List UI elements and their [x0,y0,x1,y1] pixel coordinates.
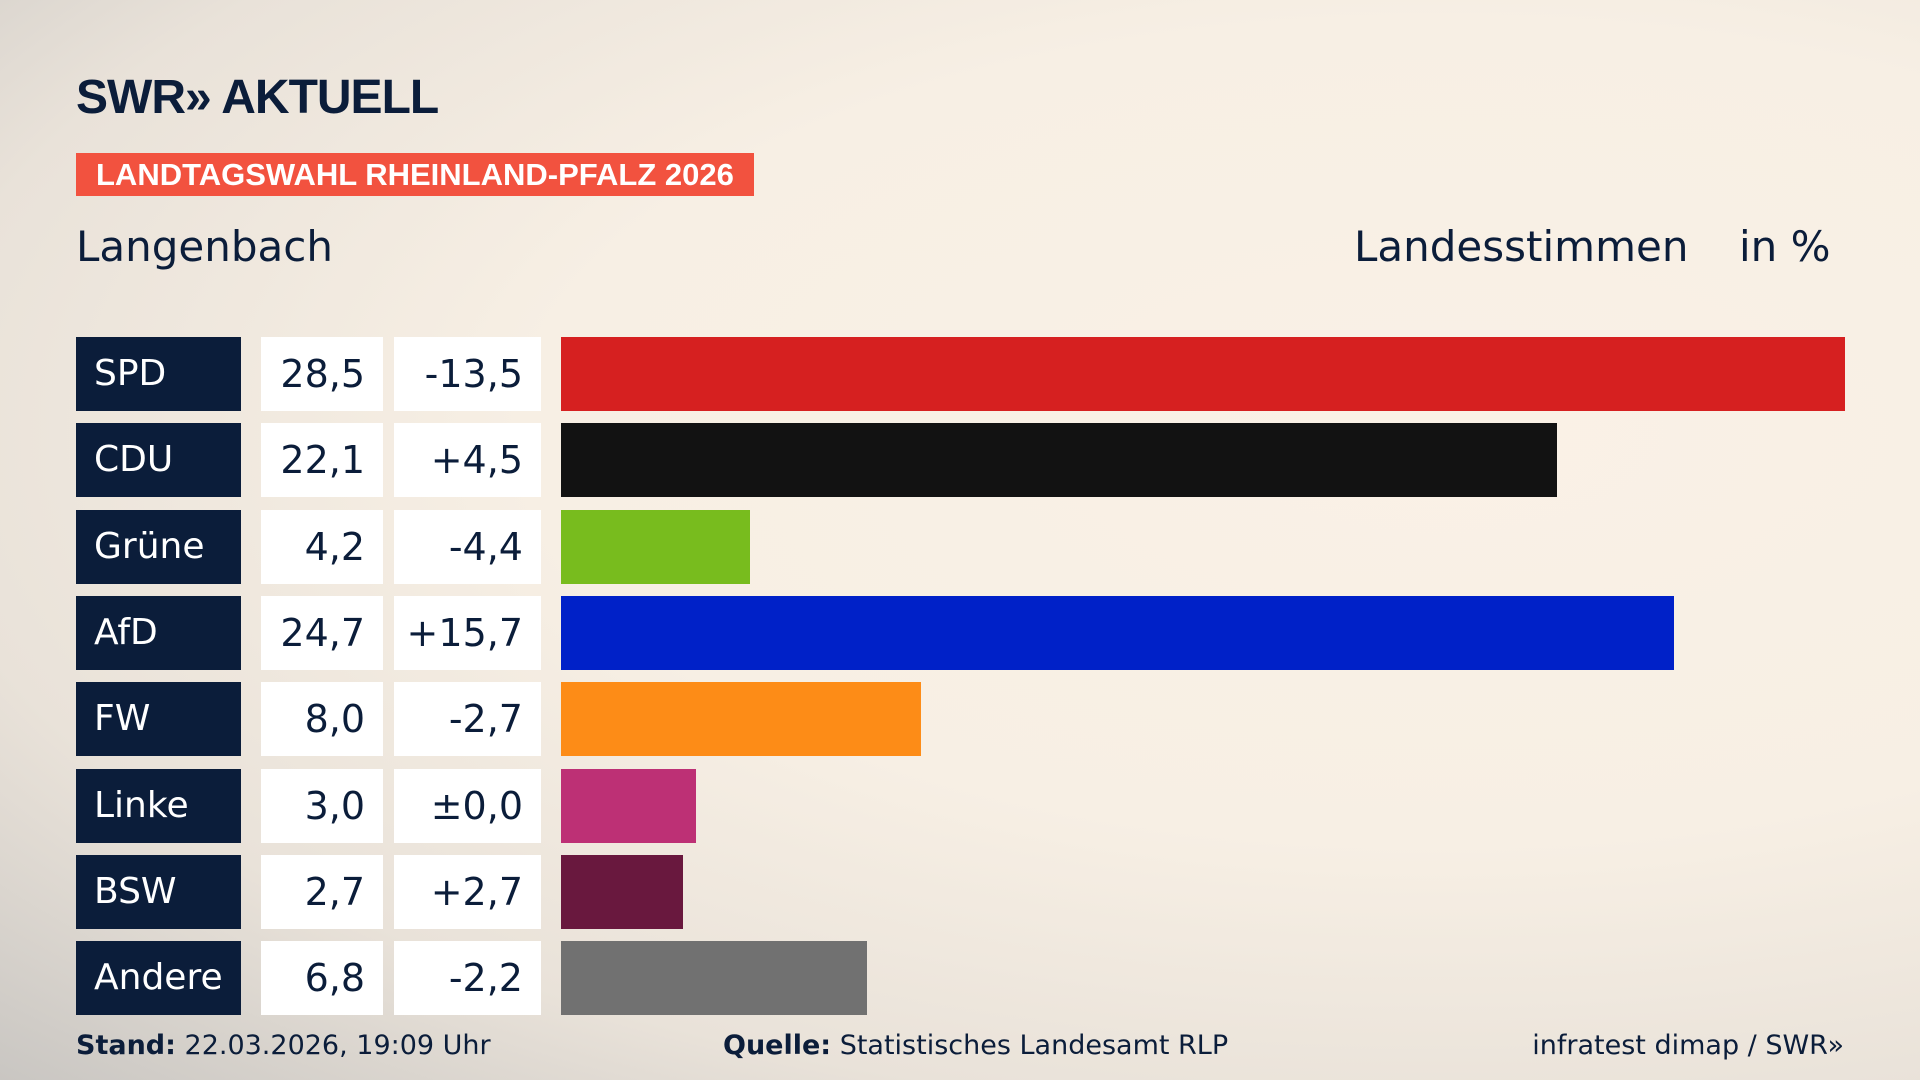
diff-label: -4,4 [394,509,541,584]
value-label: 8,0 [261,682,383,757]
diff-label: -2,7 [394,682,541,757]
value-label: 28,5 [261,337,383,411]
value-label: 6,8 [261,941,383,1016]
value-label: 4,2 [261,509,383,584]
value-label: 22,1 [261,423,383,498]
source-label: Quelle: [723,1030,832,1061]
value-label: 24,7 [261,595,383,670]
bar [561,595,1674,670]
diff-label: +15,7 [394,595,541,670]
place-title: Langenbach [76,222,333,271]
diff-label: ±0,0 [394,768,541,843]
party-label: AfD [76,595,241,670]
bar [561,768,697,843]
party-label: CDU [76,423,241,498]
party-row: FW 8,0 -2,7 [76,682,1856,757]
party-row: SPD 28,5 -13,5 [76,337,1856,411]
party-row: Andere 6,8 -2,2 [76,941,1856,1016]
party-row: Grüne 4,2 -4,4 [76,509,1856,584]
stand-label: Stand: [76,1030,176,1061]
bar [561,337,1845,411]
diff-label: +2,7 [394,854,541,929]
value-label: 2,7 [261,854,383,929]
party-label: Andere [76,941,241,1016]
value-label: 3,0 [261,768,383,843]
party-row: BSW 2,7 +2,7 [76,854,1856,929]
swr-aktuell-logo: SWR» AKTUELL [76,71,439,124]
diff-label: -2,2 [394,941,541,1016]
party-label: Linke [76,768,241,843]
bar [561,509,751,584]
vote-type-label: Landesstimmen [1354,222,1689,271]
timestamp: Stand: 22.03.2026, 19:09 Uhr [76,1030,491,1061]
election-banner: LANDTAGSWAHL RHEINLAND-PFALZ 2026 [76,153,754,196]
party-label: Grüne [76,509,241,584]
party-label: FW [76,682,241,757]
party-label: BSW [76,854,241,929]
party-row: CDU 22,1 +4,5 [76,423,1856,498]
source: Quelle: Statistisches Landesamt RLP [723,1030,1228,1061]
unit-label: in % [1739,222,1831,271]
bar [561,682,922,757]
stand-value: 22.03.2026, 19:09 Uhr [184,1030,491,1061]
source-value: Statistisches Landesamt RLP [839,1030,1229,1061]
party-row: Linke 3,0 ±0,0 [76,768,1856,843]
bar [561,854,683,929]
party-label: SPD [76,337,241,411]
bar [561,941,868,1016]
party-row: AfD 24,7 +15,7 [76,595,1856,670]
bar [561,423,1557,498]
diff-label: +4,5 [394,423,541,498]
credit: infratest dimap / SWR» [1532,1030,1844,1061]
diff-label: -13,5 [394,337,541,411]
